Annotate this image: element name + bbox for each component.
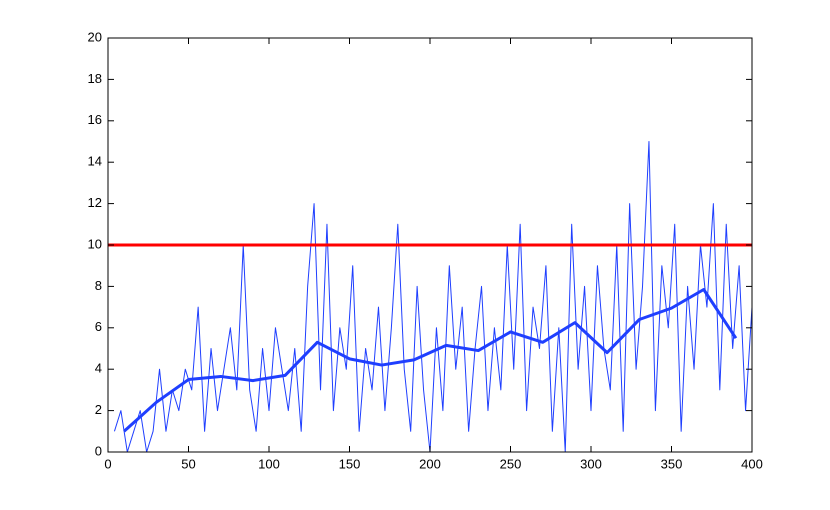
y-tick-label: 2 xyxy=(95,402,102,417)
y-tick-label: 6 xyxy=(95,319,102,334)
x-tick-label: 350 xyxy=(661,456,683,471)
y-tick-label: 18 xyxy=(88,71,102,86)
y-tick-label: 20 xyxy=(88,29,102,44)
y-tick-label: 16 xyxy=(88,112,102,127)
data-line xyxy=(123,288,738,433)
y-tick-label: 8 xyxy=(95,278,102,293)
x-tick-label: 50 xyxy=(181,456,195,471)
y-tick-label: 4 xyxy=(95,361,102,376)
y-tick-label: 0 xyxy=(95,443,102,458)
x-tick-label: 150 xyxy=(339,456,361,471)
y-tick-label: 10 xyxy=(88,236,102,251)
x-tick-label: 100 xyxy=(258,456,280,471)
x-tick-label: 250 xyxy=(500,456,522,471)
y-tick-label: 14 xyxy=(88,154,102,169)
x-tick-label: 0 xyxy=(104,456,111,471)
data-line xyxy=(113,141,753,453)
y-tick-label: 12 xyxy=(88,195,102,210)
x-tick-label: 400 xyxy=(741,456,763,471)
x-tick-label: 300 xyxy=(580,456,602,471)
x-tick-label: 200 xyxy=(419,456,441,471)
